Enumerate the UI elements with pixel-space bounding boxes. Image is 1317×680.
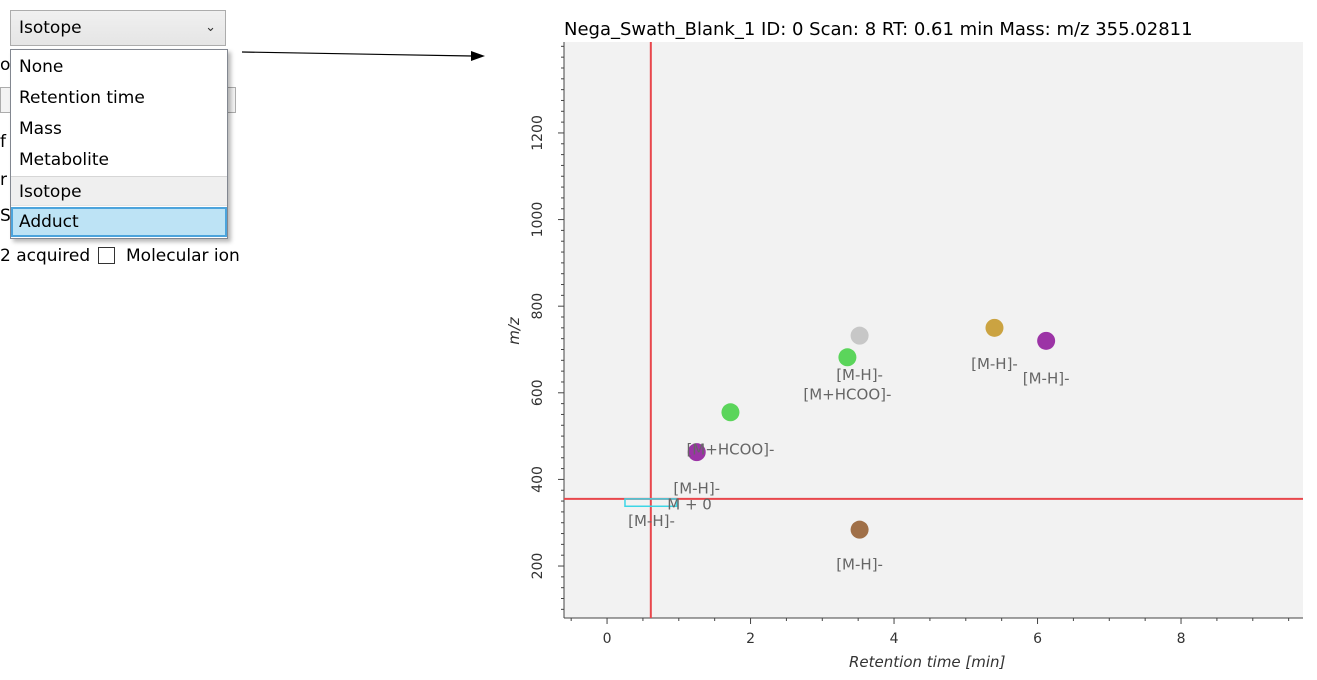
y-tick-label: 1200 [530,115,546,151]
y-tick-label: 600 [530,379,546,406]
pointer-arrow-head [471,51,485,61]
adduct-label: M + 0 [667,496,712,514]
data-point [850,520,869,539]
adduct-label: [M-H]- [673,479,720,497]
data-point [985,318,1004,337]
dropdown-option-none[interactable]: None [19,57,64,77]
x-tick-label: 8 [1177,631,1186,647]
plot-area-background [564,42,1303,618]
combobox-selected-value: Isotope [19,18,82,38]
dropdown-option-mass[interactable]: Mass [19,119,62,139]
x-tick-label: 2 [746,631,755,647]
dropdown-option-metabolite[interactable]: Metabolite [19,150,109,170]
x-tick-label: 6 [1033,631,1042,647]
y-tick-label: 800 [530,293,546,320]
color-by-dropdown-list: None Retention time Mass Metabolite Isot… [10,49,228,239]
background-label-d: S [0,206,11,226]
y-axis-label: m/z [505,317,523,345]
ms2-acquired-label: 2 acquired [0,246,91,266]
adduct-label: [M-H]- [836,555,883,573]
y-tick-label: 400 [530,466,546,493]
adduct-label: [M-H]- [971,355,1018,373]
molecular-ion-label: Molecular ion [126,246,240,266]
y-tick-label: 200 [530,553,546,580]
dropdown-option-adduct[interactable]: Adduct [11,207,227,237]
molecular-ion-checkbox[interactable] [98,247,115,264]
chevron-down-icon[interactable]: ⌄ [205,20,216,35]
pointer-arrow [241,51,485,61]
x-axis-label: Retention time [min] [849,653,1006,671]
adduct-label: [M+HCOO]- [686,441,774,459]
adduct-label: [M-H]- [836,366,883,384]
data-point [1037,331,1056,350]
data-point [838,348,857,367]
y-tick-label: 1000 [530,202,546,238]
x-tick-label: 4 [890,631,899,647]
background-label-b: f [0,132,6,152]
adduct-label: [M-H]- [628,512,675,530]
x-tick-label: 0 [603,631,612,647]
adduct-label: [M-H]- [1023,369,1070,387]
highlight-box [624,498,678,508]
data-point [850,326,869,345]
data-point [687,443,706,462]
color-by-combobox[interactable]: Isotope ⌄ [10,10,226,46]
adduct-label: [M+HCOO]- [803,385,891,403]
chart-title: Nega_Swath_Blank_1 ID: 0 Scan: 8 RT: 0.6… [564,19,1193,40]
dropdown-option-retention-time[interactable]: Retention time [19,88,145,108]
background-label-c: r [0,170,7,190]
pointer-arrow-line [241,51,473,57]
dropdown-option-isotope[interactable]: Isotope [11,176,227,206]
data-point [721,403,740,422]
